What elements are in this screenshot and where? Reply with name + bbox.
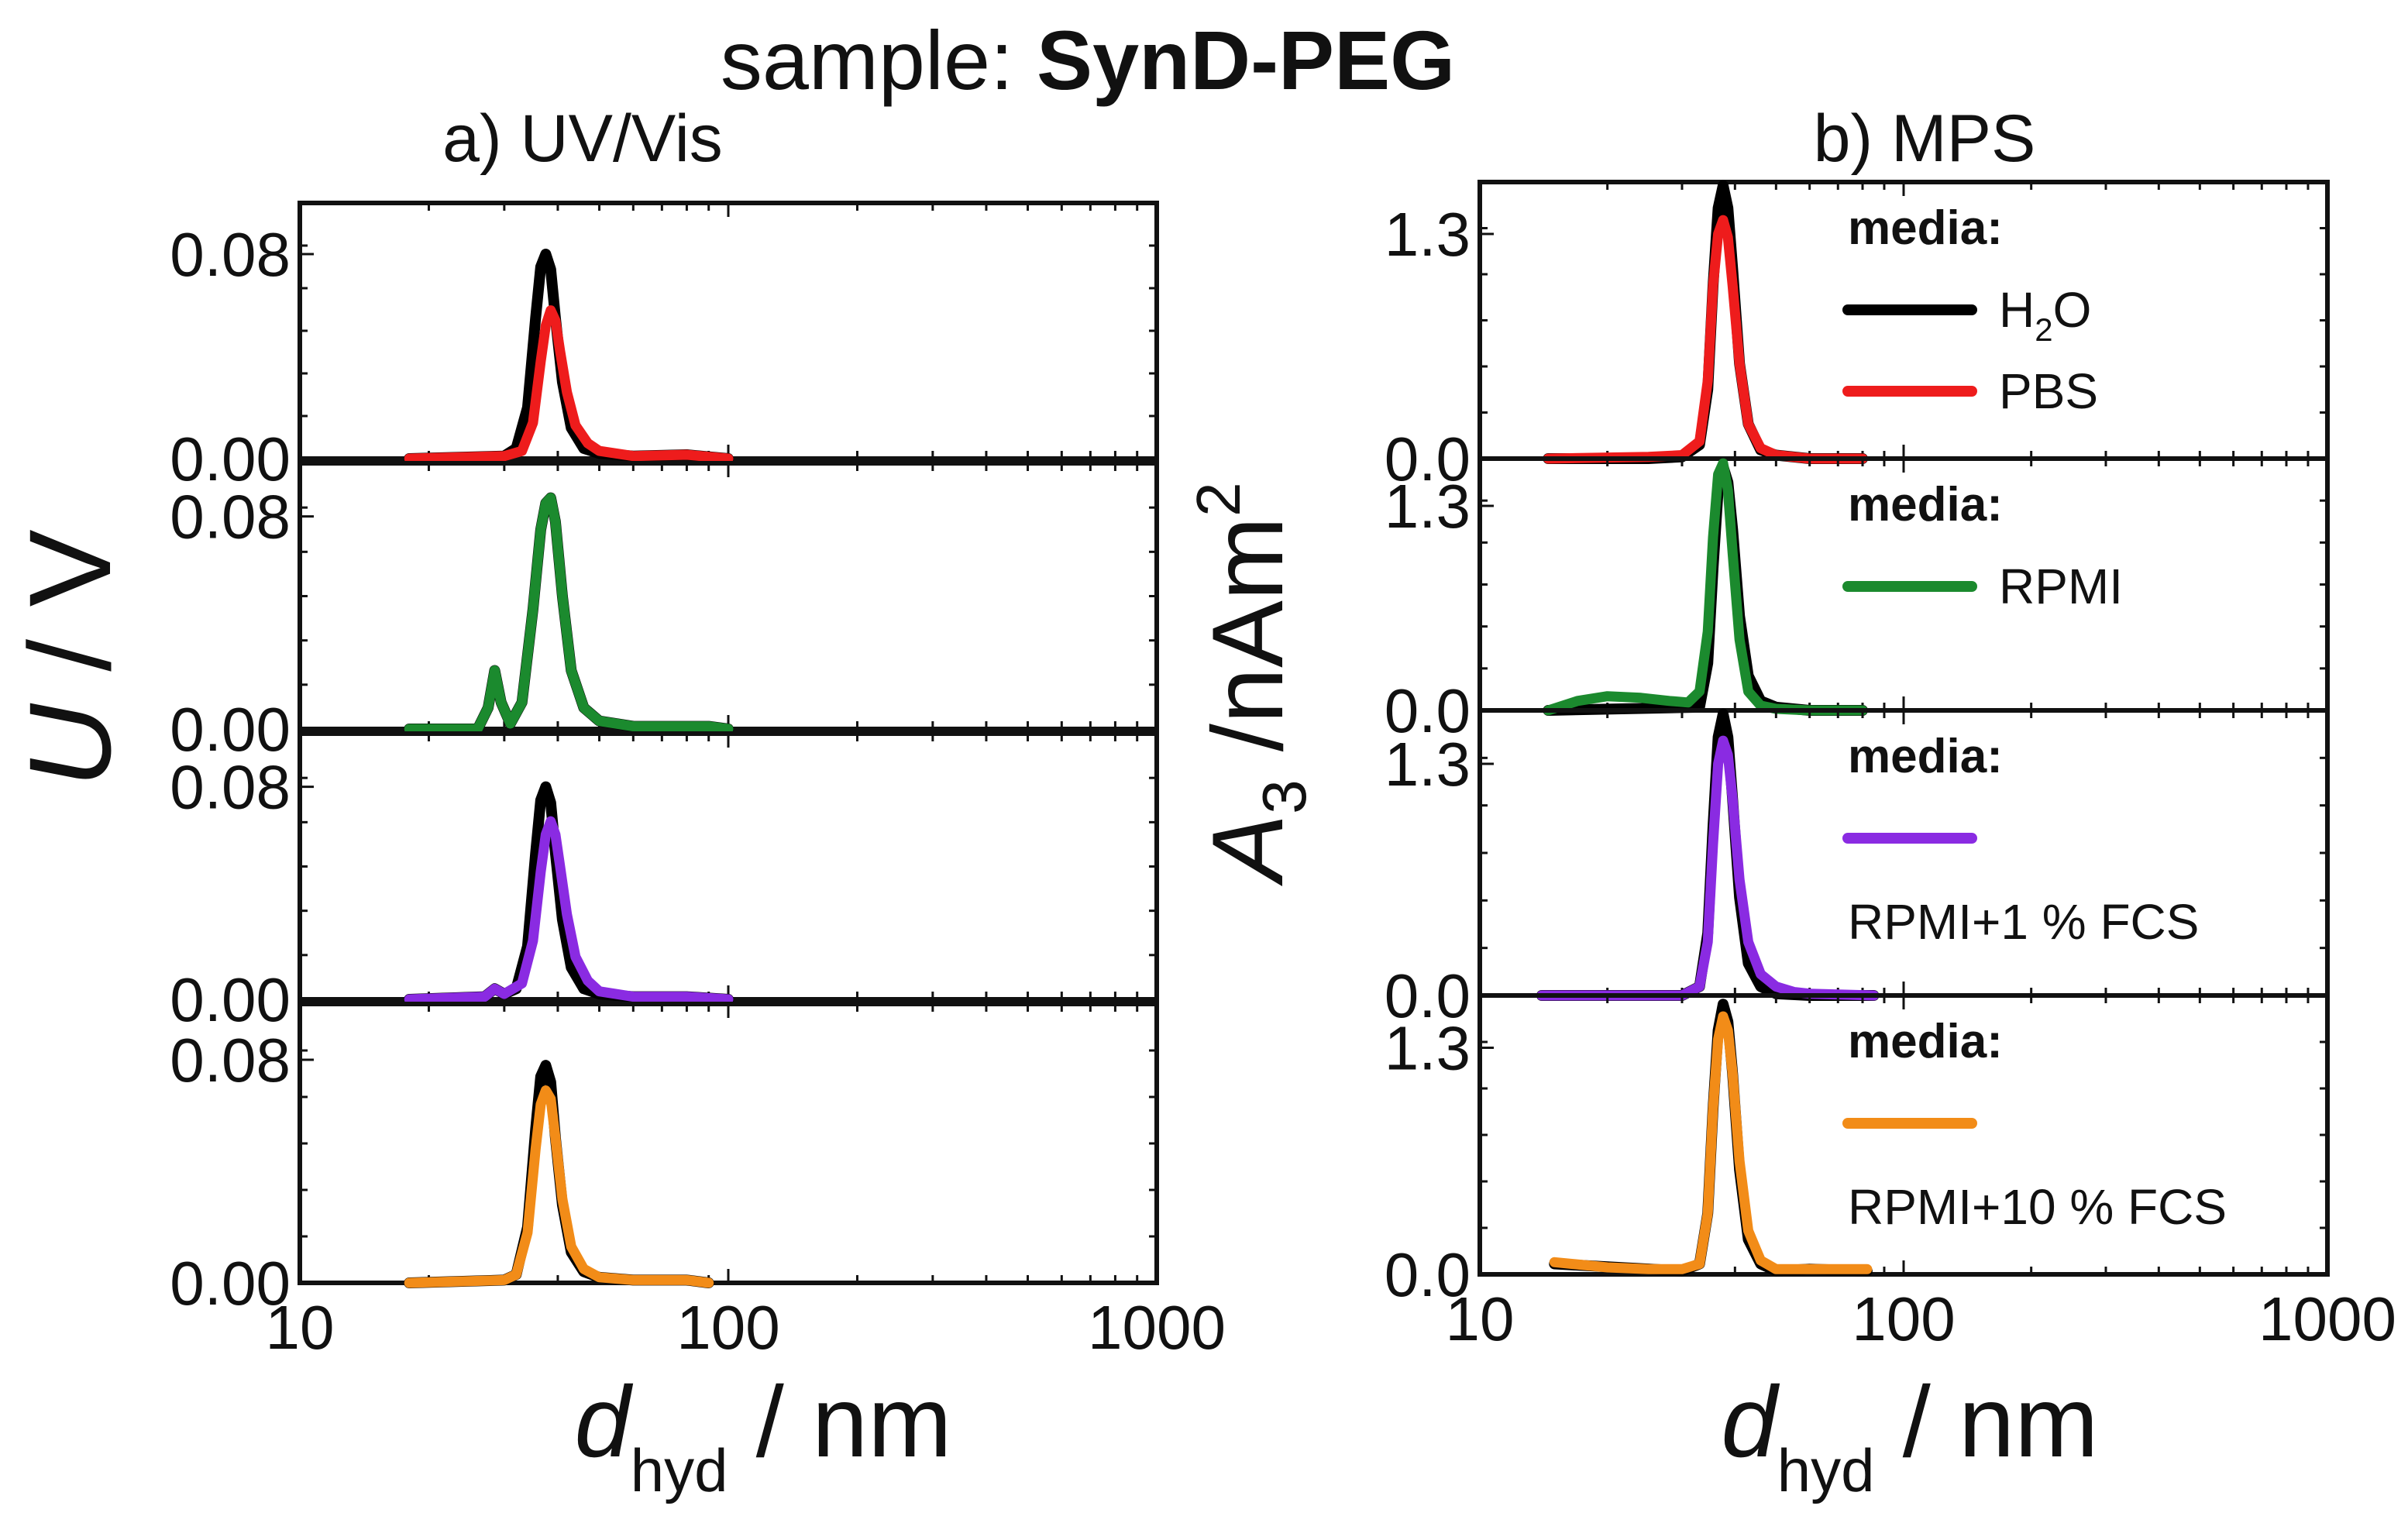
series-line-rpmi bbox=[404, 493, 734, 734]
legend-label-main: H bbox=[1999, 282, 2035, 338]
panel-b-subplot-1: 0.0 1.3 media: H2O PBS bbox=[1385, 180, 2330, 493]
y-tick-label: 1.3 bbox=[1385, 730, 1471, 799]
y-tick-label: 0.08 bbox=[170, 753, 291, 822]
y-tick-label: 0.0 bbox=[1385, 425, 1471, 493]
legend-label-main: RPMI+10 % FCS bbox=[1848, 1179, 2227, 1235]
legend-label: PBS bbox=[1999, 363, 2098, 419]
panel-a-xlabel: dhyd / nm bbox=[574, 1365, 951, 1504]
panel-a-ylabel: U / V bbox=[5, 529, 135, 787]
y-tick-label: 0.00 bbox=[170, 695, 291, 764]
panel-b-subplot-2: 0.0 1.3 media: RPMI bbox=[1385, 456, 2330, 745]
panel-b-xlabel-main: d bbox=[1721, 1365, 1780, 1478]
legend-label: RPMI+10 % FCS bbox=[1848, 1179, 2227, 1235]
panel-a-ylabel-italic: U bbox=[5, 703, 135, 788]
x-tick-label: 10 bbox=[266, 1293, 335, 1362]
y-tick-label: 0.08 bbox=[170, 483, 291, 552]
legend-label-rest: O bbox=[2053, 282, 2092, 338]
legend-label-main: RPMI+1 % FCS bbox=[1848, 894, 2199, 950]
legend-title: media: bbox=[1848, 478, 2003, 531]
legend-title: media: bbox=[1848, 201, 2003, 255]
y-tick-label: 1.3 bbox=[1385, 1014, 1471, 1083]
figure-title-sample: SynD-PEG bbox=[1037, 13, 1455, 107]
legend-label: RPMI+1 % FCS bbox=[1848, 894, 2199, 950]
y-tick-label: 0.00 bbox=[170, 965, 291, 1034]
series-line-rpmi-10-fcs bbox=[404, 1085, 714, 1288]
y-tick-label: 0.0 bbox=[1385, 1240, 1471, 1309]
legend-label: H2O bbox=[1999, 282, 2091, 348]
y-tick-label: 0.00 bbox=[170, 1249, 291, 1318]
panel-b-subplot-4: 0.0 1.3 media: RPMI+10 % FCS bbox=[1385, 993, 2330, 1309]
panel-b-ylabel-rest: /nAm bbox=[1191, 517, 1304, 780]
legend-title: media: bbox=[1848, 1015, 2003, 1068]
subplot-frame bbox=[298, 201, 1159, 461]
panel-a-ylabel-rest: / V bbox=[5, 529, 135, 703]
x-tick-label: 1000 bbox=[2258, 1284, 2396, 1353]
y-tick-label: 0.0 bbox=[1385, 676, 1471, 745]
panel-b-xlabel-sub: hyd bbox=[1777, 1436, 1875, 1504]
figure-title-prefix: sample: bbox=[721, 13, 1037, 107]
series-line-pbs bbox=[1543, 215, 1868, 464]
panel-a-subplot-1: 0.00 0.08 bbox=[170, 201, 1159, 493]
series-line-rpmi-1-fcs bbox=[404, 816, 734, 1005]
y-tick-label: 0.08 bbox=[170, 220, 291, 289]
panel-a-xlabel-unit: / nm bbox=[728, 1365, 952, 1478]
x-tick-label: 10 bbox=[1446, 1284, 1515, 1353]
panel-b-ylabel-sup: 2 bbox=[1184, 482, 1253, 517]
legend-label-main: PBS bbox=[1999, 363, 2098, 419]
legend-title: media: bbox=[1848, 730, 2003, 783]
series-line-h2o bbox=[404, 249, 734, 464]
series-line-rpmi-1-fcs bbox=[1536, 735, 1879, 1001]
series-line-pbs bbox=[404, 305, 734, 464]
panel-b-ylabel: A3 /nAm2 bbox=[1184, 482, 1319, 886]
panel-b-ylabel-sub: 3 bbox=[1250, 779, 1319, 814]
legend-label-sub: 2 bbox=[2035, 311, 2052, 348]
subplot-frame bbox=[298, 1002, 1159, 1285]
panel-a-subplot-3: 0.00 0.08 bbox=[170, 731, 1159, 1034]
panel-a-subplot-2: 0.00 0.08 bbox=[170, 461, 1159, 764]
panel-a-subplot-4: 0.00 0.08 bbox=[170, 1002, 1159, 1318]
panel-b-xlabel-unit: / nm bbox=[1875, 1365, 2099, 1478]
y-tick-label: 0.00 bbox=[170, 425, 291, 493]
panel-a-xlabel-sub: hyd bbox=[631, 1436, 728, 1504]
panel-a-xlabel-main: d bbox=[574, 1365, 633, 1478]
y-tick-label: 0.08 bbox=[170, 1026, 291, 1095]
x-tick-label: 100 bbox=[676, 1293, 779, 1362]
series-line-rpmi bbox=[1543, 458, 1868, 716]
y-tick-label: 0.0 bbox=[1385, 961, 1471, 1030]
panel-b-xlabel: dhyd / nm bbox=[1721, 1365, 2098, 1504]
y-tick-label: 1.3 bbox=[1385, 472, 1471, 541]
panel-b-ylabel-italic: A bbox=[1191, 814, 1304, 887]
panel-b-subplot-3: 0.0 1.3 media: RPMI+1 % FCS bbox=[1385, 708, 2330, 1030]
subplot-frame bbox=[298, 461, 1159, 731]
figure-title: sample: SynD-PEG bbox=[721, 13, 1455, 107]
panel-a-title: a) UV/Vis bbox=[442, 101, 723, 176]
series-line-rpmi-10-fcs bbox=[1549, 1011, 1873, 1274]
subplot-frame bbox=[298, 731, 1159, 1002]
x-tick-label: 1000 bbox=[1088, 1293, 1226, 1362]
legend-label-main: RPMI bbox=[1999, 559, 2123, 614]
y-tick-label: 1.3 bbox=[1385, 200, 1471, 269]
legend-label: RPMI bbox=[1999, 559, 2123, 614]
panel-b-title: b) MPS bbox=[1814, 101, 2036, 176]
x-tick-label: 100 bbox=[1852, 1284, 1955, 1353]
